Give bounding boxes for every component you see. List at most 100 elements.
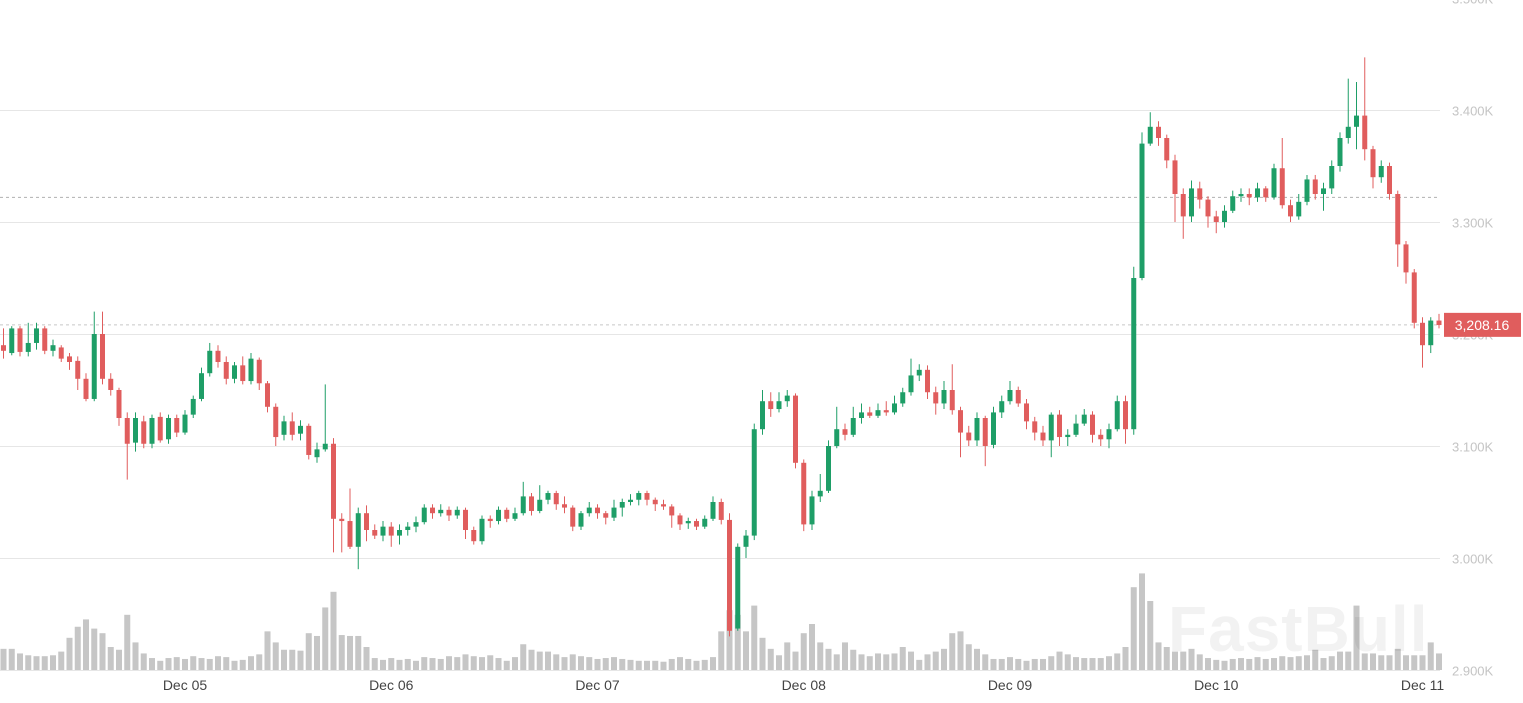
candle-down bbox=[1370, 145, 1376, 189]
volume-bar bbox=[1048, 656, 1055, 670]
candle-body bbox=[1271, 168, 1277, 198]
candle-down bbox=[1403, 241, 1409, 284]
volume-bar bbox=[182, 658, 188, 670]
candle-body bbox=[124, 418, 130, 444]
candle-down bbox=[157, 412, 163, 443]
volume-bar bbox=[536, 651, 543, 670]
candle-up bbox=[545, 490, 551, 505]
volume-bar bbox=[1089, 658, 1096, 670]
volume-bar bbox=[83, 619, 89, 670]
volume-bar bbox=[231, 660, 238, 670]
candle-body bbox=[91, 334, 97, 399]
candle-body bbox=[933, 392, 939, 404]
candle-down bbox=[727, 513, 732, 637]
candle-down bbox=[933, 386, 939, 415]
candle-body bbox=[826, 446, 831, 491]
candle-body bbox=[108, 378, 114, 390]
volume-bar bbox=[1196, 654, 1203, 670]
candle-body bbox=[9, 328, 15, 354]
candle-down bbox=[174, 414, 180, 438]
volume-bar bbox=[429, 658, 436, 670]
x-tick-label: Dec 10 bbox=[1194, 677, 1239, 693]
candle-body bbox=[644, 493, 650, 500]
candle-up bbox=[537, 485, 543, 514]
x-tick-label: Dec 07 bbox=[575, 677, 620, 693]
candle-body bbox=[892, 403, 897, 413]
volume-bar bbox=[198, 658, 205, 670]
candle-body bbox=[702, 518, 708, 527]
candle-down bbox=[1032, 416, 1038, 441]
candle-body bbox=[34, 328, 39, 343]
x-tick-label: Dec 06 bbox=[369, 677, 414, 693]
volume-bar bbox=[1172, 651, 1178, 670]
volume-bar bbox=[157, 660, 164, 670]
candle-up bbox=[784, 390, 790, 407]
candle-up bbox=[1238, 188, 1244, 202]
volume-bar bbox=[652, 660, 659, 670]
candle-down bbox=[677, 513, 683, 530]
candle-body bbox=[1123, 401, 1128, 430]
candle-up bbox=[619, 498, 625, 517]
volume-bar bbox=[363, 647, 370, 670]
volume-bar bbox=[1345, 651, 1352, 670]
volume-bar bbox=[1411, 655, 1418, 670]
volume-bar bbox=[140, 653, 147, 670]
candle-body bbox=[1048, 414, 1054, 441]
volume-bar bbox=[1229, 658, 1236, 670]
candle-body bbox=[116, 390, 122, 418]
candle-body bbox=[1395, 194, 1401, 245]
candle-body bbox=[322, 443, 328, 450]
volume-bars bbox=[0, 573, 1442, 670]
volume-bar bbox=[1188, 648, 1195, 670]
candle-up bbox=[1337, 132, 1343, 172]
candle-body bbox=[1238, 194, 1244, 197]
candle-body bbox=[1139, 143, 1145, 278]
volume-bar bbox=[1040, 658, 1046, 670]
candle-down bbox=[1387, 162, 1392, 200]
volume-bar bbox=[1064, 654, 1071, 670]
candle-down bbox=[17, 326, 23, 357]
candle-body bbox=[1189, 188, 1194, 217]
candle-down bbox=[529, 493, 534, 516]
volume-bar bbox=[165, 658, 172, 670]
candle-down bbox=[694, 518, 699, 530]
candle-down bbox=[75, 356, 81, 390]
candle-up bbox=[91, 311, 97, 402]
candle-up bbox=[991, 406, 996, 449]
candle-up bbox=[636, 490, 642, 506]
volume-bar bbox=[594, 658, 601, 670]
candle-body bbox=[25, 342, 31, 352]
candle-body bbox=[661, 504, 666, 507]
candle-body bbox=[289, 421, 295, 435]
candle-down bbox=[124, 412, 130, 480]
candle-up bbox=[817, 474, 823, 502]
volume-bar bbox=[660, 661, 667, 670]
volume-bar bbox=[1279, 656, 1286, 670]
candle-body bbox=[537, 499, 543, 511]
candle-body bbox=[232, 365, 237, 379]
volume-bar bbox=[949, 633, 956, 670]
volume-bar bbox=[1238, 658, 1244, 670]
candle-body bbox=[727, 519, 732, 631]
candle-down bbox=[644, 490, 650, 506]
volume-bar bbox=[1436, 653, 1442, 670]
volume-bar bbox=[1262, 658, 1269, 670]
candle-body bbox=[1081, 414, 1087, 424]
volume-bar bbox=[470, 656, 477, 670]
volume-bar bbox=[1180, 651, 1187, 670]
candle-up bbox=[1114, 395, 1120, 432]
volume-bar bbox=[396, 659, 403, 670]
candle-body bbox=[1106, 429, 1112, 440]
candle-body bbox=[355, 513, 361, 547]
volume-bar bbox=[1023, 660, 1030, 670]
candle-body bbox=[842, 429, 848, 435]
volume-bar bbox=[528, 649, 535, 670]
candle-body bbox=[1321, 188, 1326, 194]
candle-body bbox=[133, 418, 138, 443]
candle-up bbox=[454, 506, 460, 519]
volume-bar bbox=[619, 658, 626, 670]
x-tick-label: Dec 08 bbox=[782, 677, 827, 693]
candle-down bbox=[1279, 138, 1285, 209]
candle-up bbox=[974, 412, 980, 446]
candle-body bbox=[1057, 414, 1062, 438]
